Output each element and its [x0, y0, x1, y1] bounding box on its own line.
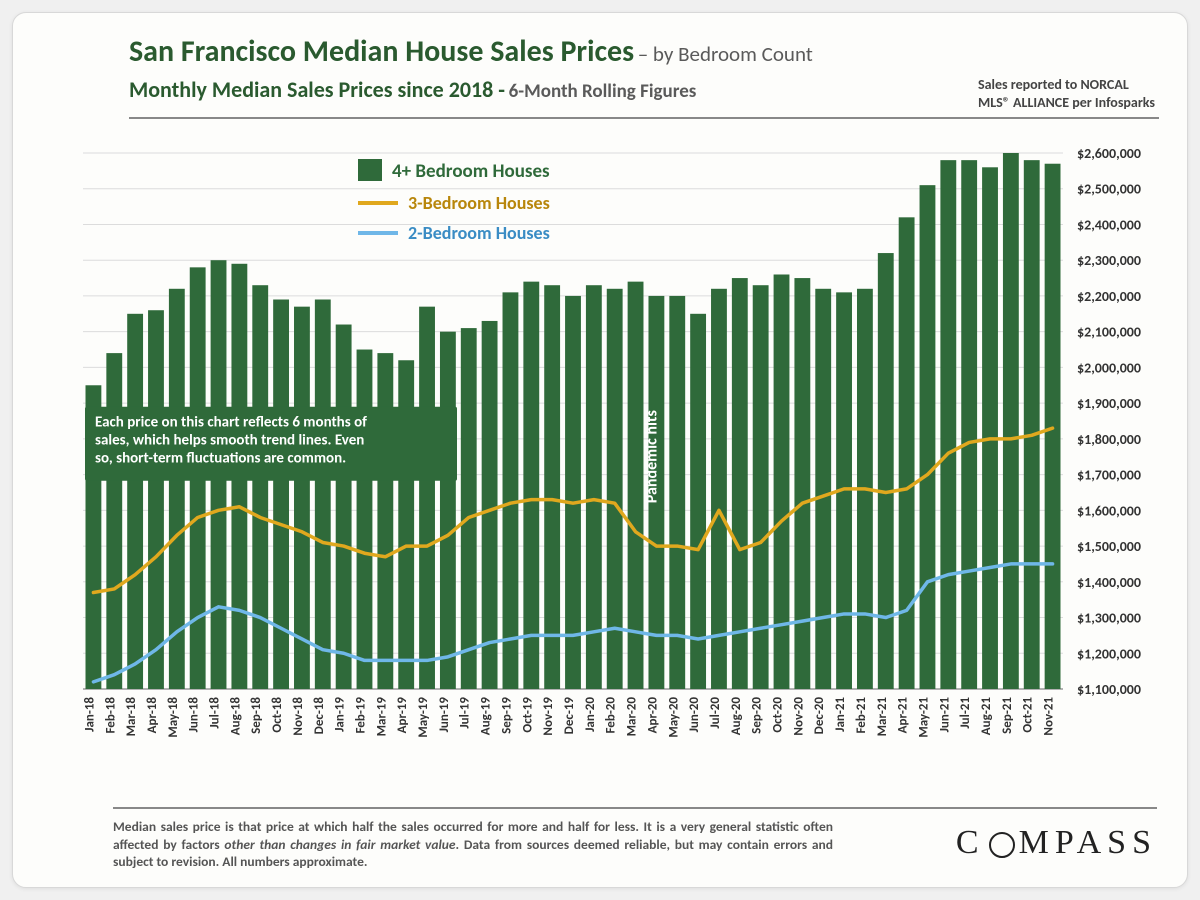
svg-text:Oct-19: Oct-19	[520, 697, 535, 733]
chart-svg: $1,100,000 $1,200,000 $1,300,000 $1,400,000…	[53, 131, 1161, 771]
subtitle-left: Monthly Median Sales Prices since 2018 -…	[129, 76, 696, 103]
svg-text:Oct-18: Oct-18	[270, 697, 285, 733]
svg-text:Jul-21: Jul-21	[958, 697, 973, 729]
attribution-text: Sales reported to NORCAL MLS® ALLIANCE p…	[978, 76, 1155, 111]
svg-text:$1,600,000: $1,600,000	[1077, 502, 1141, 519]
svg-text:Feb-20: Feb-20	[604, 697, 619, 734]
svg-text:$1,400,000: $1,400,000	[1077, 574, 1141, 591]
svg-text:Nov-21: Nov-21	[1042, 697, 1057, 736]
svg-text:Jun-20: Jun-20	[687, 697, 702, 733]
footnote-text: Median sales price is that price at whic…	[113, 818, 833, 871]
svg-text:$2,000,000: $2,000,000	[1077, 359, 1141, 376]
svg-text:$2,500,000: $2,500,000	[1077, 181, 1141, 198]
compass-logo: CMPASS	[956, 824, 1157, 862]
svg-text:Jan-20: Jan-20	[583, 697, 598, 732]
svg-text:4+ Bedroom Houses: 4+ Bedroom Houses	[392, 160, 550, 183]
svg-text:$1,100,000: $1,100,000	[1077, 681, 1141, 698]
svg-text:Feb-19: Feb-19	[353, 697, 368, 734]
svg-text:Nov-20: Nov-20	[791, 697, 806, 736]
svg-text:Mar-21: Mar-21	[875, 697, 890, 737]
svg-text:Nov-18: Nov-18	[291, 697, 306, 736]
chart-subtitle-suffix: 6-Month Rolling Figures	[509, 80, 697, 103]
svg-text:Aug-21: Aug-21	[979, 697, 994, 736]
chart-area: $1,100,000 $1,200,000 $1,300,000 $1,400,000…	[53, 131, 1159, 799]
svg-text:May-18: May-18	[166, 697, 181, 738]
compass-o-icon	[989, 832, 1015, 858]
svg-text:Jul-19: Jul-19	[458, 697, 473, 729]
svg-text:$1,800,000: $1,800,000	[1077, 431, 1141, 448]
svg-text:Aug-20: Aug-20	[729, 697, 744, 736]
svg-text:Mar-20: Mar-20	[625, 697, 640, 737]
svg-text:May-19: May-19	[416, 697, 431, 738]
svg-text:Sep-21: Sep-21	[1000, 697, 1015, 734]
svg-text:Jun-21: Jun-21	[937, 697, 952, 733]
svg-text:Jan-21: Jan-21	[833, 697, 848, 732]
svg-text:Jul-20: Jul-20	[708, 697, 723, 729]
divider-bottom	[113, 807, 1157, 809]
divider-top	[129, 117, 1159, 119]
svg-text:Nov-19: Nov-19	[541, 697, 556, 736]
svg-text:May-21: May-21	[916, 697, 931, 738]
svg-text:$1,700,000: $1,700,000	[1077, 467, 1141, 484]
chart-title-suffix: – by Bedroom Count	[638, 41, 813, 67]
chart-card: San Francisco Median House Sales Prices …	[12, 12, 1188, 888]
svg-text:$2,100,000: $2,100,000	[1077, 324, 1141, 341]
svg-text:sales, which helps smooth tren: sales, which helps smooth trend lines. E…	[95, 432, 364, 450]
svg-text:Oct-21: Oct-21	[1021, 697, 1036, 733]
svg-text:Jun-18: Jun-18	[187, 697, 202, 733]
svg-text:May-20: May-20	[666, 697, 681, 738]
svg-text:$1,300,000: $1,300,000	[1077, 610, 1141, 627]
svg-text:Pandemic hits: Pandemic hits	[642, 410, 661, 503]
svg-text:Dec-19: Dec-19	[562, 697, 577, 735]
svg-text:Sep-18: Sep-18	[249, 697, 264, 734]
svg-text:$2,400,000: $2,400,000	[1077, 216, 1141, 233]
svg-text:2-Bedroom Houses: 2-Bedroom Houses	[408, 222, 550, 244]
svg-text:$1,500,000: $1,500,000	[1077, 538, 1141, 555]
footer-row: Median sales price is that price at whic…	[113, 818, 1157, 871]
svg-text:$1,900,000: $1,900,000	[1077, 395, 1141, 412]
chart-title: San Francisco Median House Sales Prices	[129, 33, 634, 70]
svg-text:Feb-18: Feb-18	[103, 697, 118, 734]
svg-text:Aug-19: Aug-19	[479, 697, 494, 736]
svg-text:so, short-term fluctuations ar: so, short-term fluctuations are common.	[95, 450, 346, 468]
svg-text:$1,200,000: $1,200,000	[1077, 645, 1141, 662]
svg-text:Dec-18: Dec-18	[312, 697, 327, 735]
svg-text:$2,200,000: $2,200,000	[1077, 288, 1141, 305]
svg-text:Apr-21: Apr-21	[896, 697, 911, 734]
svg-text:Sep-19: Sep-19	[499, 697, 514, 734]
svg-text:3-Bedroom Houses: 3-Bedroom Houses	[408, 192, 550, 214]
subtitle-row: Monthly Median Sales Prices since 2018 -…	[129, 76, 1159, 111]
chart-subtitle: Monthly Median Sales Prices since 2018 -	[129, 76, 505, 103]
svg-text:Each price on this chart refle: Each price on this chart reflects 6 mont…	[95, 414, 367, 432]
svg-text:Sep-20: Sep-20	[750, 697, 765, 734]
svg-text:Apr-19: Apr-19	[395, 697, 410, 734]
attribution-line2: MLS® ALLIANCE per Infosparks	[978, 94, 1155, 112]
svg-text:Mar-18: Mar-18	[124, 697, 139, 737]
svg-text:Aug-18: Aug-18	[228, 697, 243, 736]
svg-text:Oct-20: Oct-20	[771, 697, 786, 733]
svg-text:Feb-21: Feb-21	[854, 697, 869, 734]
svg-text:Jun-19: Jun-19	[437, 697, 452, 733]
svg-text:Apr-20: Apr-20	[645, 697, 660, 734]
svg-text:Jul-18: Jul-18	[208, 697, 223, 729]
svg-text:Apr-18: Apr-18	[145, 697, 160, 734]
attribution-line1: Sales reported to NORCAL	[978, 76, 1155, 94]
svg-text:Dec-20: Dec-20	[812, 697, 827, 735]
svg-text:$2,600,000: $2,600,000	[1077, 145, 1141, 162]
svg-text:Jan-19: Jan-19	[333, 697, 348, 732]
svg-text:Jan-18: Jan-18	[82, 697, 97, 732]
svg-text:Mar-19: Mar-19	[374, 697, 389, 737]
title-row: San Francisco Median House Sales Prices …	[41, 33, 1159, 70]
svg-text:$2,300,000: $2,300,000	[1077, 252, 1141, 269]
